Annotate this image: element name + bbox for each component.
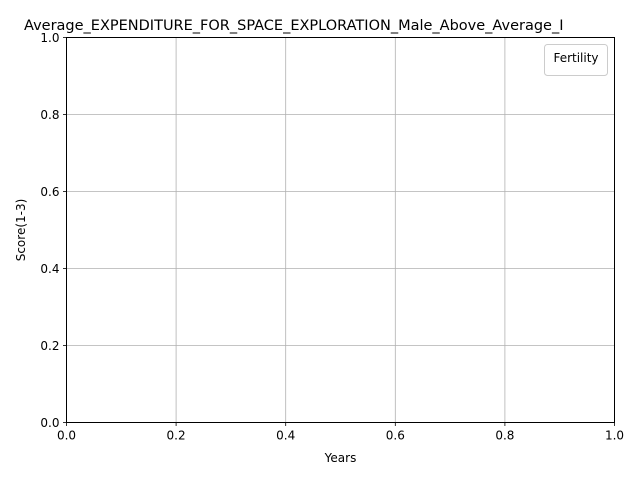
x-tick-label: 0.8 bbox=[495, 429, 514, 443]
x-axis-label: Years bbox=[324, 451, 357, 465]
y-tick-label: 0.6 bbox=[40, 185, 59, 199]
chart-title: Average_EXPENDITURE_FOR_SPACE_EXPLORATIO… bbox=[24, 18, 564, 34]
y-axis: 0.0 0.2 0.4 0.6 0.8 1.0 bbox=[40, 31, 67, 430]
legend-title: Fertility bbox=[553, 51, 598, 65]
x-tick-label: 1.0 bbox=[605, 429, 624, 443]
y-tick-label: 1.0 bbox=[40, 31, 59, 45]
plot-area bbox=[66, 37, 615, 423]
y-tick-label: 0.4 bbox=[40, 262, 59, 276]
legend-box bbox=[544, 44, 608, 76]
grid bbox=[66, 37, 615, 423]
y-axis-label: Score(1-3) bbox=[14, 199, 28, 262]
x-tick-label: 0.6 bbox=[386, 429, 405, 443]
x-tick-label: 0.0 bbox=[57, 429, 76, 443]
y-tick-label: 0.8 bbox=[40, 108, 59, 122]
y-tick-label: 0.0 bbox=[40, 416, 59, 430]
x-tick-label: 0.4 bbox=[276, 429, 295, 443]
x-axis: 0.0 0.2 0.4 0.6 0.8 1.0 bbox=[57, 422, 624, 443]
y-tick-label: 0.2 bbox=[40, 339, 59, 353]
legend: Fertility bbox=[544, 44, 608, 76]
x-tick-label: 0.2 bbox=[167, 429, 186, 443]
